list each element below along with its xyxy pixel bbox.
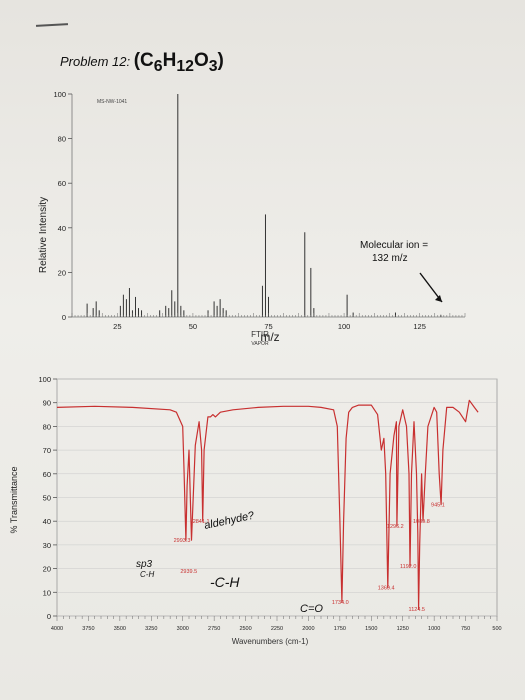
problem-heading: Problem 12: (C6H12O3) <box>60 50 224 76</box>
ir-x-tick-label: 500 <box>492 626 501 632</box>
ms-y-tick-label: 60 <box>58 179 66 188</box>
ms-y-tick-label: 100 <box>53 90 66 99</box>
ir-x-tick-label: 1250 <box>397 626 409 632</box>
ir-peak-label: 945.1 <box>431 503 445 509</box>
ir-peak-label: 1734.0 <box>332 600 349 606</box>
problem-label: Problem 12: <box>60 54 131 69</box>
ir-spectrum-chart: FTIR VAPOR % Transmittance Wavenumbers (… <box>9 330 502 646</box>
ir-x-tick-label: 3750 <box>82 626 94 632</box>
arrow-head <box>435 295 442 302</box>
ir-y-tick-label: 100 <box>38 375 51 384</box>
ir-y-tick-label: 80 <box>43 422 51 431</box>
ir-peak-label: 1124.5 <box>409 607 425 613</box>
ir-transmittance-series <box>56 399 479 610</box>
ir-title: FTIR <box>251 330 269 339</box>
ir-peak-label: 1369.4 <box>378 586 395 592</box>
handwriting-ch: -C-H <box>210 574 240 590</box>
handwriting-aldehyde: aldehyde? <box>203 509 256 531</box>
ms-x-tick-label: 50 <box>189 322 197 331</box>
ir-x-tick-label: 4000 <box>51 626 63 632</box>
ir-y-tick-label: 60 <box>43 470 51 479</box>
ir-peak-label: 1089.8 <box>413 519 430 525</box>
ms-watermark: MS-NW-1041 <box>97 99 127 105</box>
ir-x-tick-label: 3000 <box>177 626 189 632</box>
ir-subtitle: VAPOR <box>251 341 269 347</box>
ir-y-tick-label: 90 <box>43 399 51 408</box>
ms-y-tick-label: 0 <box>62 313 66 322</box>
ir-y-tick-label: 40 <box>43 517 51 526</box>
ir-y-tick-label: 0 <box>47 612 51 621</box>
ir-y-tick-label: 70 <box>43 446 51 455</box>
ms-annotation-line1: Molecular ion = <box>360 240 428 251</box>
pen-mark <box>35 23 69 27</box>
molecular-ion-arrow <box>419 272 443 303</box>
ir-x-tick-label: 1000 <box>428 626 440 632</box>
mass-spectrum-chart: MS-NW-1041 Relative Intensity m/z Molecu… <box>38 90 466 344</box>
ir-y-tick-label: 20 <box>43 565 51 574</box>
handwriting-co: C=O <box>300 603 323 615</box>
ir-y-tick-label: 30 <box>43 541 51 550</box>
ms-x-axis-label: m/z <box>260 330 279 344</box>
ir-x-tick-label: 2000 <box>302 626 314 632</box>
ir-x-axis-label: Wavenumbers (cm-1) <box>232 637 309 646</box>
ms-y-tick-label: 80 <box>58 135 66 144</box>
ir-x-tick-label: 2750 <box>208 626 220 632</box>
ir-peak-label: 2939.5 <box>180 569 197 575</box>
ir-x-tick-label: 2500 <box>239 626 251 632</box>
ir-x-tick-label: 1500 <box>365 626 377 632</box>
ir-peak-label: 2841.1 <box>193 519 210 525</box>
ir-x-tick-label: 2250 <box>271 626 283 632</box>
ir-x-tick-label: 750 <box>461 626 470 632</box>
ir-y-tick-label: 50 <box>43 494 51 503</box>
ir-y-tick-label: 10 <box>43 588 51 597</box>
ir-peak-label: 1192.0 <box>400 564 416 570</box>
ir-x-tick-label: 3500 <box>114 626 126 632</box>
ms-y-tick-label: 20 <box>58 268 66 277</box>
ms-x-tick-label: 100 <box>338 322 351 331</box>
ms-y-tick-label: 40 <box>58 224 66 233</box>
ir-x-tick-label: 1750 <box>334 626 346 632</box>
ms-y-axis-label: Relative Intensity <box>38 197 49 273</box>
ms-x-tick-label: 25 <box>113 322 121 331</box>
ms-annotation-line2: 132 m/z <box>372 253 408 264</box>
handwriting-sp3: sp3 <box>136 559 153 570</box>
ir-peak-label: 2993.3 <box>174 538 191 544</box>
ms-x-tick-label: 75 <box>264 322 272 331</box>
molecular-formula: (C6H12O3) <box>133 50 224 75</box>
ms-x-tick-label: 125 <box>413 322 426 331</box>
ir-y-axis-label: % Transmittance <box>9 466 19 533</box>
ir-x-tick-label: 3250 <box>145 626 157 632</box>
ir-peak-label: 1296.2 <box>387 524 404 530</box>
handwriting-ch-small: C-H <box>140 570 154 579</box>
